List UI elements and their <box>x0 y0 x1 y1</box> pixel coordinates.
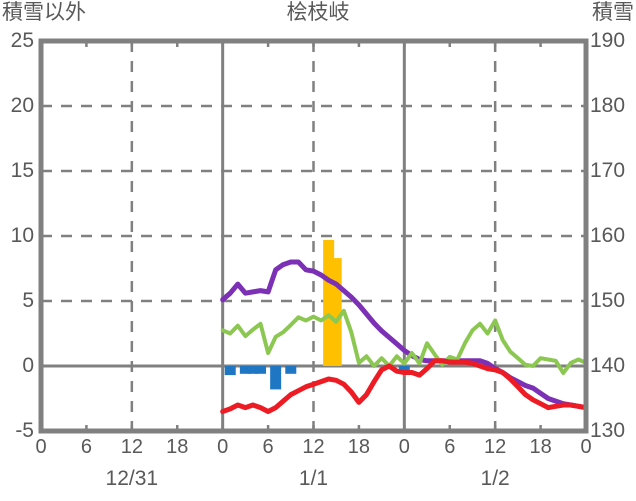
x-axis-day-label: 12/31 <box>105 467 159 490</box>
right-axis-tick-label: 150 <box>590 289 626 312</box>
x-axis-tick-label: 12 <box>302 436 325 458</box>
right-axis-tick-label: 170 <box>590 159 626 182</box>
x-axis-tick-label: 18 <box>529 436 552 458</box>
bar-series-layer <box>224 239 410 390</box>
right-axis-tick-label: 140 <box>590 354 626 377</box>
left-axis-tick-label: 25 <box>10 29 34 52</box>
x-axis-tick-label: 6 <box>80 436 92 458</box>
x-axis-tick-label: 0 <box>35 436 47 458</box>
left-axis-tick-label: 20 <box>10 94 34 117</box>
left-axis-tick-label: 15 <box>10 159 34 182</box>
right-axis-tick-label: 190 <box>590 29 626 52</box>
line-series-layer <box>220 259 589 414</box>
left-axis-tick-label: 10 <box>10 224 34 247</box>
left-axis-tick-label: 5 <box>22 289 34 312</box>
right-axis-tick-label: 130 <box>590 419 626 442</box>
x-axis-tick-label: 18 <box>166 436 189 458</box>
x-axis-tick-label: 6 <box>262 436 274 458</box>
x-axis-day-label: 1/1 <box>298 467 329 490</box>
x-axis-day-label: 1/2 <box>480 467 510 490</box>
x-axis-tick-label: 6 <box>444 436 456 458</box>
left-axis-tick-label: 0 <box>22 354 34 377</box>
page-title: 桧枝岐 <box>286 1 350 24</box>
left-axis-title: 積雪以外 <box>2 1 86 24</box>
x-axis-tick-label: 12 <box>120 436 143 458</box>
x-axis-tick-label: 12 <box>484 436 507 458</box>
x-axis-tick-label: 0 <box>217 436 229 458</box>
axis-frame <box>38 38 589 434</box>
x-axis-tick-label: 18 <box>347 436 371 458</box>
right-axis-title: 積雪 <box>592 1 634 24</box>
right-axis-tick-label: 160 <box>590 224 626 247</box>
x-axis-tick-label: 0 <box>398 436 410 458</box>
x-axis-tick-label: 0 <box>580 436 592 458</box>
right-axis-tick-label: 180 <box>590 94 626 117</box>
left-axis-tick-label: -5 <box>15 419 34 442</box>
